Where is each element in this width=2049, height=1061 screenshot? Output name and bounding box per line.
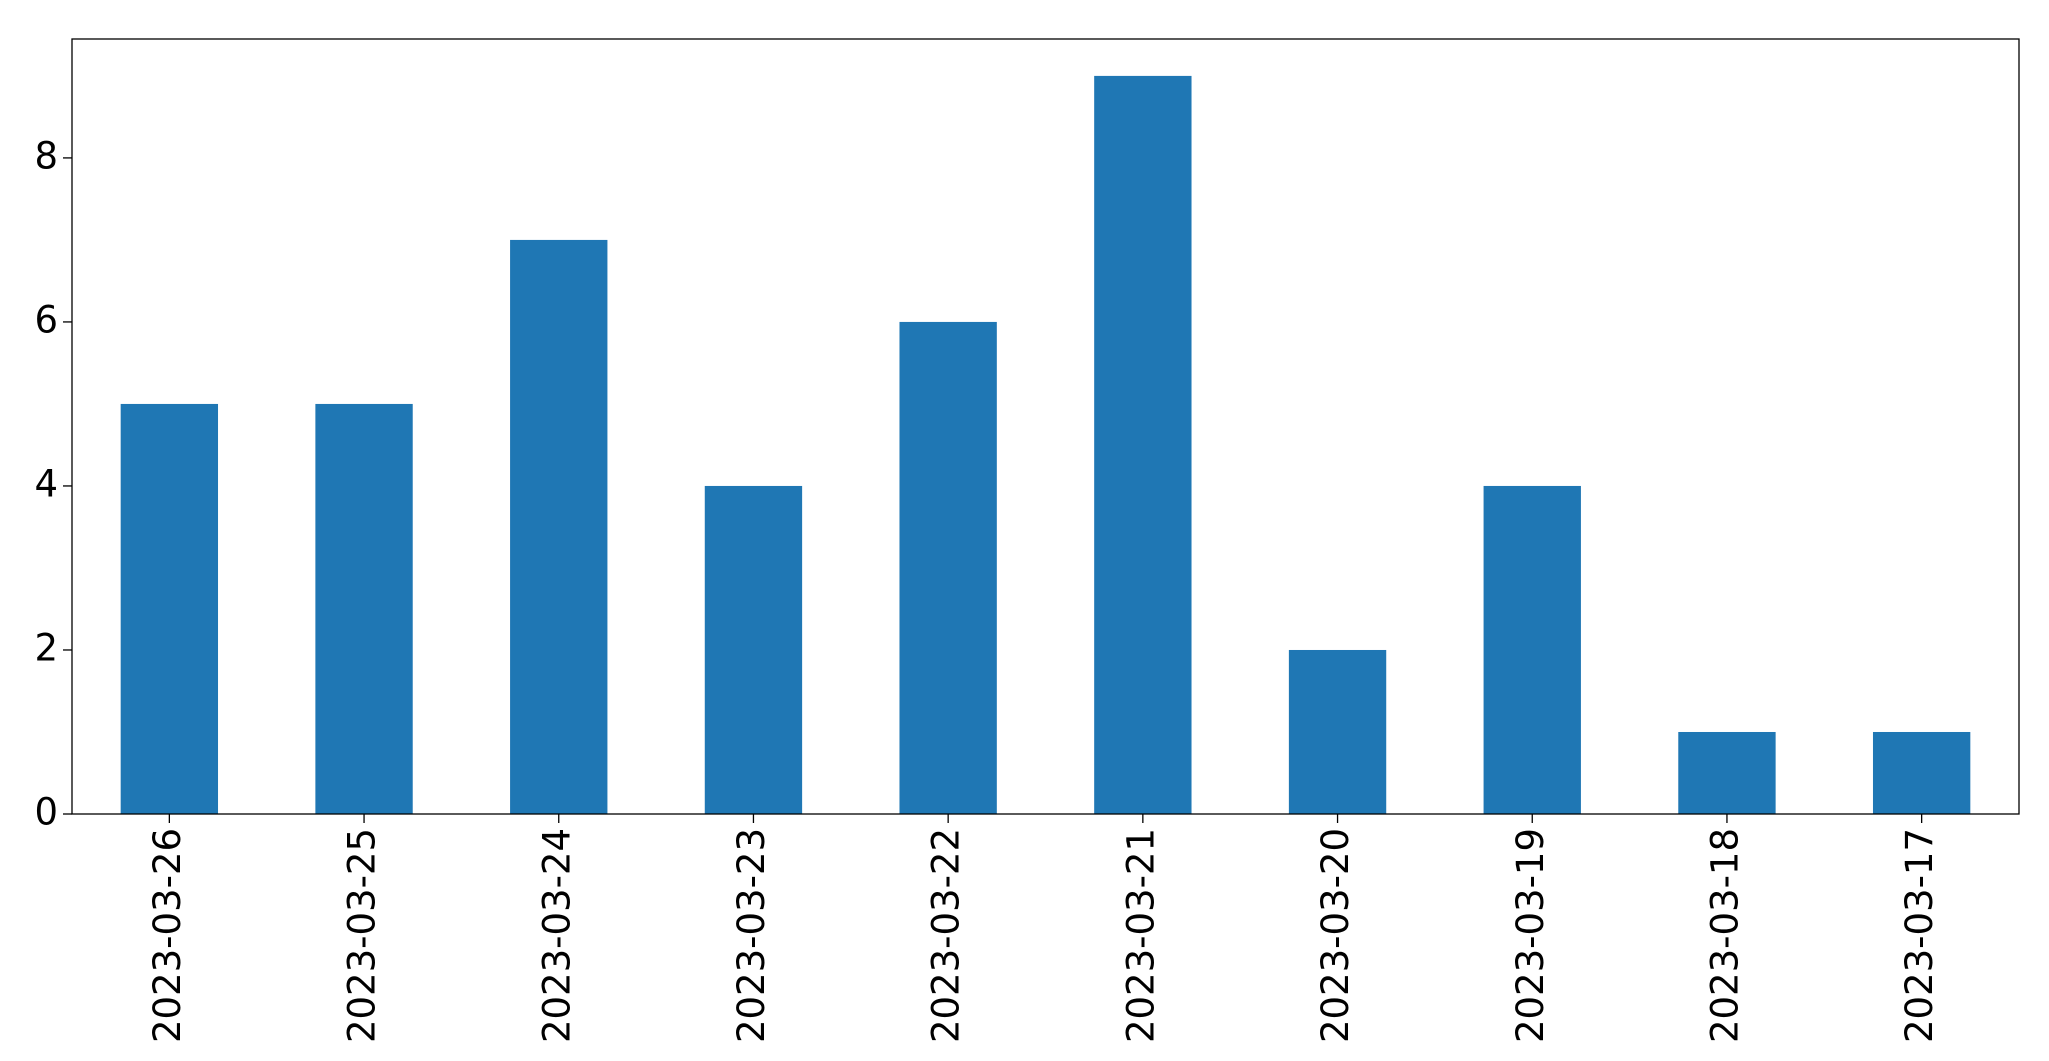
y-tick-label: 0 <box>34 791 58 834</box>
bar <box>1678 731 1776 814</box>
x-tick-label: 2023-03-24 <box>535 828 578 1043</box>
bar <box>120 403 219 814</box>
x-tick-label: 2023-03-22 <box>925 828 968 1043</box>
y-tick-label: 6 <box>34 298 58 341</box>
bar <box>510 239 608 815</box>
bar <box>899 321 997 814</box>
y-tick-label: 2 <box>34 626 58 669</box>
bar <box>1483 485 1581 814</box>
x-tick-label: 2023-03-19 <box>1509 828 1552 1043</box>
x-tick-label: 2023-03-17 <box>1898 828 1941 1043</box>
x-tick-label: 2023-03-23 <box>730 828 773 1043</box>
x-tick-label: 2023-03-20 <box>1314 828 1357 1043</box>
y-tick-label: 8 <box>34 134 58 177</box>
x-tick-label: 2023-03-26 <box>146 828 189 1043</box>
x-tick-label: 2023-03-18 <box>1703 828 1746 1043</box>
bar <box>1872 731 1971 814</box>
x-tick-label: 2023-03-25 <box>341 828 384 1043</box>
bar <box>1288 649 1387 814</box>
bar <box>1094 75 1192 814</box>
bar <box>704 485 803 814</box>
plot-frame <box>71 38 2020 815</box>
y-tick-label: 4 <box>34 462 58 505</box>
x-tick-label: 2023-03-21 <box>1119 828 1162 1043</box>
bar <box>315 403 413 814</box>
